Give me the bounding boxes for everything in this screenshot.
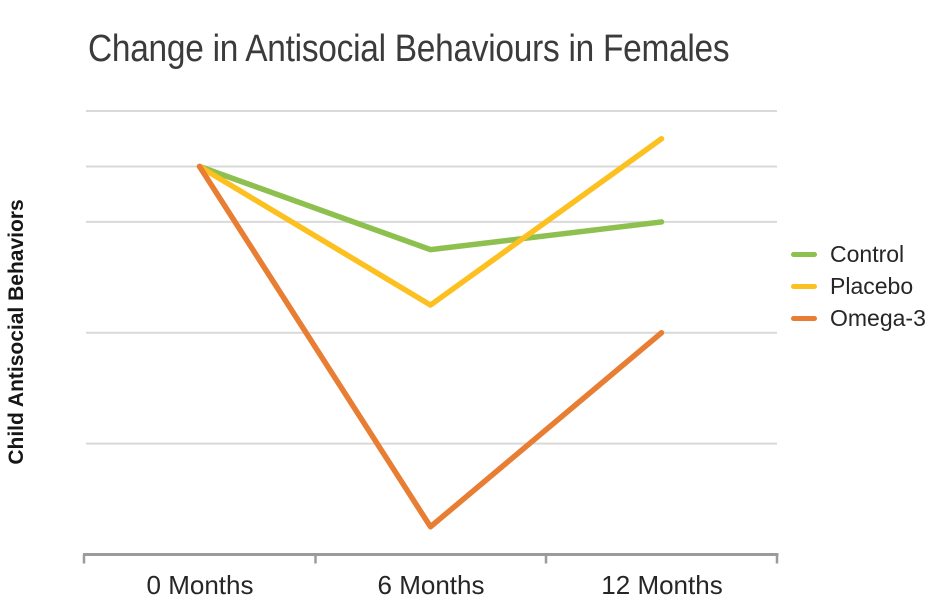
legend-item-control: Control xyxy=(791,241,926,267)
series-line-placebo xyxy=(196,136,665,308)
legend-marker-placebo xyxy=(791,283,817,289)
x-tick-label-12-months: 12 Months xyxy=(601,570,723,600)
chart-title: Change in Antisocial Behaviours in Femal… xyxy=(88,28,730,70)
x-tick-label-6-months: 6 Months xyxy=(377,570,485,600)
x-tick-label-0-months: 0 Months xyxy=(146,570,254,600)
legend-item-placebo: Placebo xyxy=(791,273,926,299)
legend-label-placebo: Placebo xyxy=(830,272,914,299)
legend-item-omega-3: Omega-3 xyxy=(791,305,926,331)
legend-marker-control xyxy=(791,251,817,257)
legend-label-control: Control xyxy=(830,240,905,267)
legend-label-omega-3: Omega-3 xyxy=(830,304,926,331)
legend-marker-omega-3 xyxy=(791,315,817,321)
series-line-control xyxy=(196,163,665,253)
series-line-omega-3 xyxy=(196,163,665,530)
legend: Control Placebo Omega-3 xyxy=(791,241,926,331)
